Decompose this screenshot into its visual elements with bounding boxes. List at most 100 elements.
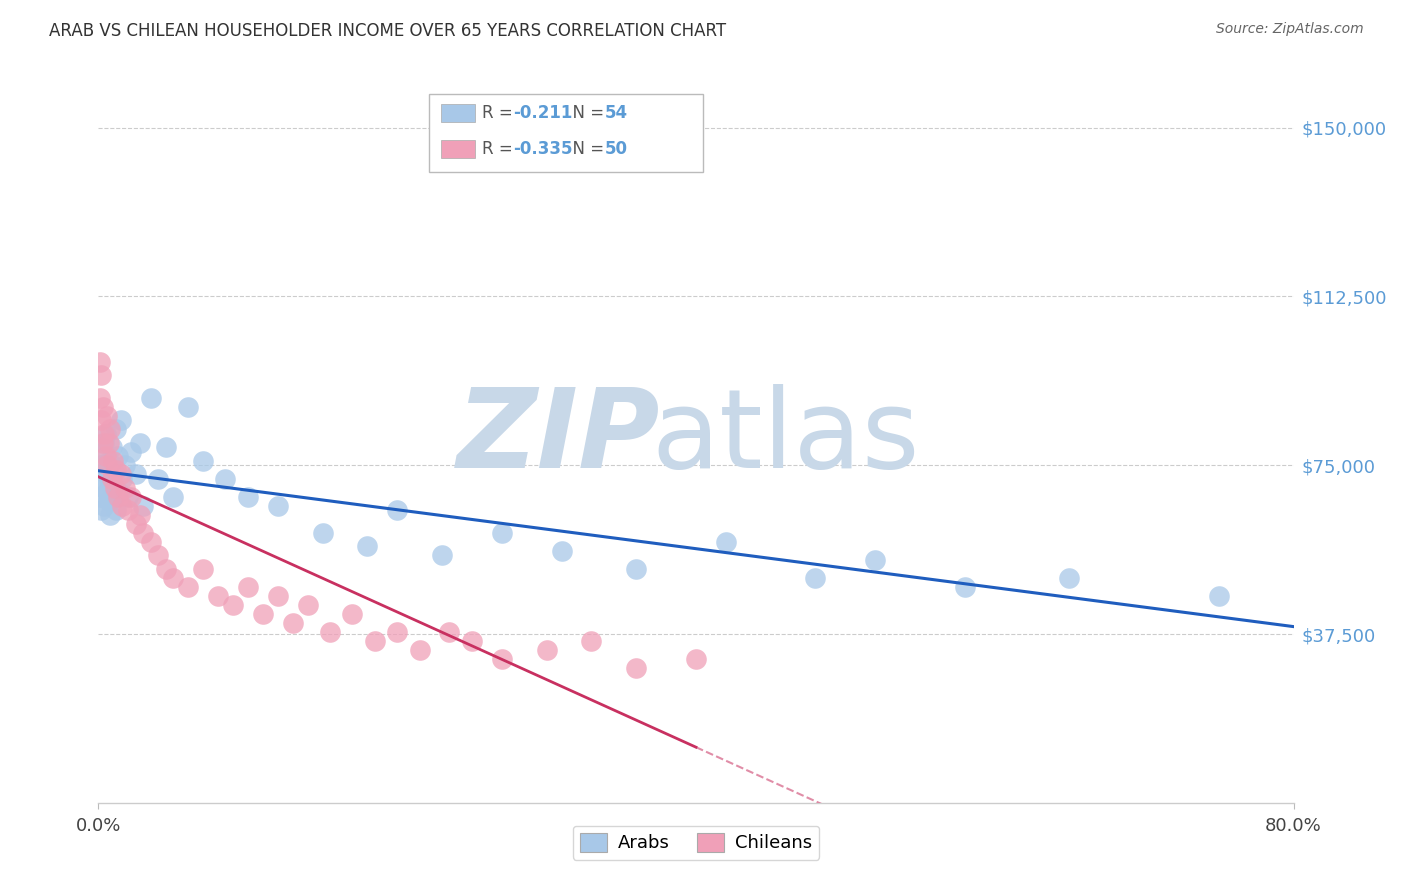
Point [148,472,170,486]
Point [111,472,134,486]
Point [91,444,114,458]
Text: ARAB VS CHILEAN HOUSEHOLDER INCOME OVER 65 YEARS CORRELATION CHART: ARAB VS CHILEAN HOUSEHOLDER INCOME OVER … [49,22,727,40]
Point [1208,589,1230,603]
Text: 54: 54 [605,104,627,122]
Point [114,481,136,495]
Point [105,463,128,477]
Point [129,435,152,450]
Point [96,467,118,482]
Point [89,472,111,486]
Legend: Arabs, Chileans: Arabs, Chileans [572,826,820,860]
Point [97,435,120,450]
Point [364,633,387,648]
Point [139,534,162,549]
Point [129,508,152,522]
Text: N =: N = [562,104,610,122]
Point [222,598,245,612]
Text: ZIP: ZIP [457,384,661,491]
Point [132,499,155,513]
Point [162,571,184,585]
Point [96,458,118,473]
Text: 50: 50 [605,140,627,158]
Point [97,453,120,467]
Point [111,499,134,513]
Point [236,580,259,594]
Point [107,449,129,463]
Point [120,490,142,504]
Text: R =: R = [482,104,519,122]
Point [103,453,125,467]
Point [550,543,572,558]
Point [491,525,513,540]
Point [1059,571,1081,585]
Point [319,624,342,639]
Point [267,589,290,603]
Text: atlas: atlas [651,384,920,491]
Point [132,525,155,540]
Point [714,534,737,549]
Point [98,476,122,491]
Point [89,391,111,405]
Point [105,422,128,436]
Point [191,562,214,576]
Point [139,391,162,405]
Text: N =: N = [562,140,610,158]
Point [125,467,148,482]
Point [162,490,184,504]
Point [89,490,111,504]
Point [105,503,128,517]
Point [94,449,117,463]
Point [97,494,120,508]
Point [98,508,122,522]
Point [120,444,142,458]
Point [177,580,200,594]
Point [461,633,484,648]
Point [91,481,114,495]
Point [98,422,122,436]
Point [108,485,131,500]
Point [91,435,114,450]
Point [685,652,707,666]
Point [90,503,112,517]
Point [207,589,229,603]
Point [125,516,148,531]
Point [94,463,117,477]
Point [107,490,129,504]
Point [103,490,125,504]
Point [236,490,259,504]
Point [94,426,117,441]
Point [91,400,114,414]
Point [311,525,333,540]
Point [90,458,112,473]
Point [536,642,558,657]
Point [430,548,453,562]
Point [267,499,290,513]
Point [96,485,118,500]
Point [114,458,136,473]
Point [96,409,118,423]
Point [408,642,430,657]
Point [110,467,132,482]
Point [90,413,112,427]
Point [385,503,409,517]
Point [626,661,648,675]
Point [117,503,139,517]
Point [155,440,177,454]
Point [252,607,274,621]
Point [626,562,648,576]
Point [297,598,319,612]
Point [89,354,111,368]
Point [93,499,115,513]
Point [90,368,112,383]
Text: Source: ZipAtlas.com: Source: ZipAtlas.com [1216,22,1364,37]
Point [865,553,887,567]
Point [103,463,125,477]
Point [101,440,124,454]
Point [214,472,236,486]
Point [104,481,127,495]
Text: -0.335: -0.335 [513,140,572,158]
Point [177,400,200,414]
Text: R =: R = [482,140,519,158]
Text: -0.211: -0.211 [513,104,572,122]
Point [117,490,139,504]
